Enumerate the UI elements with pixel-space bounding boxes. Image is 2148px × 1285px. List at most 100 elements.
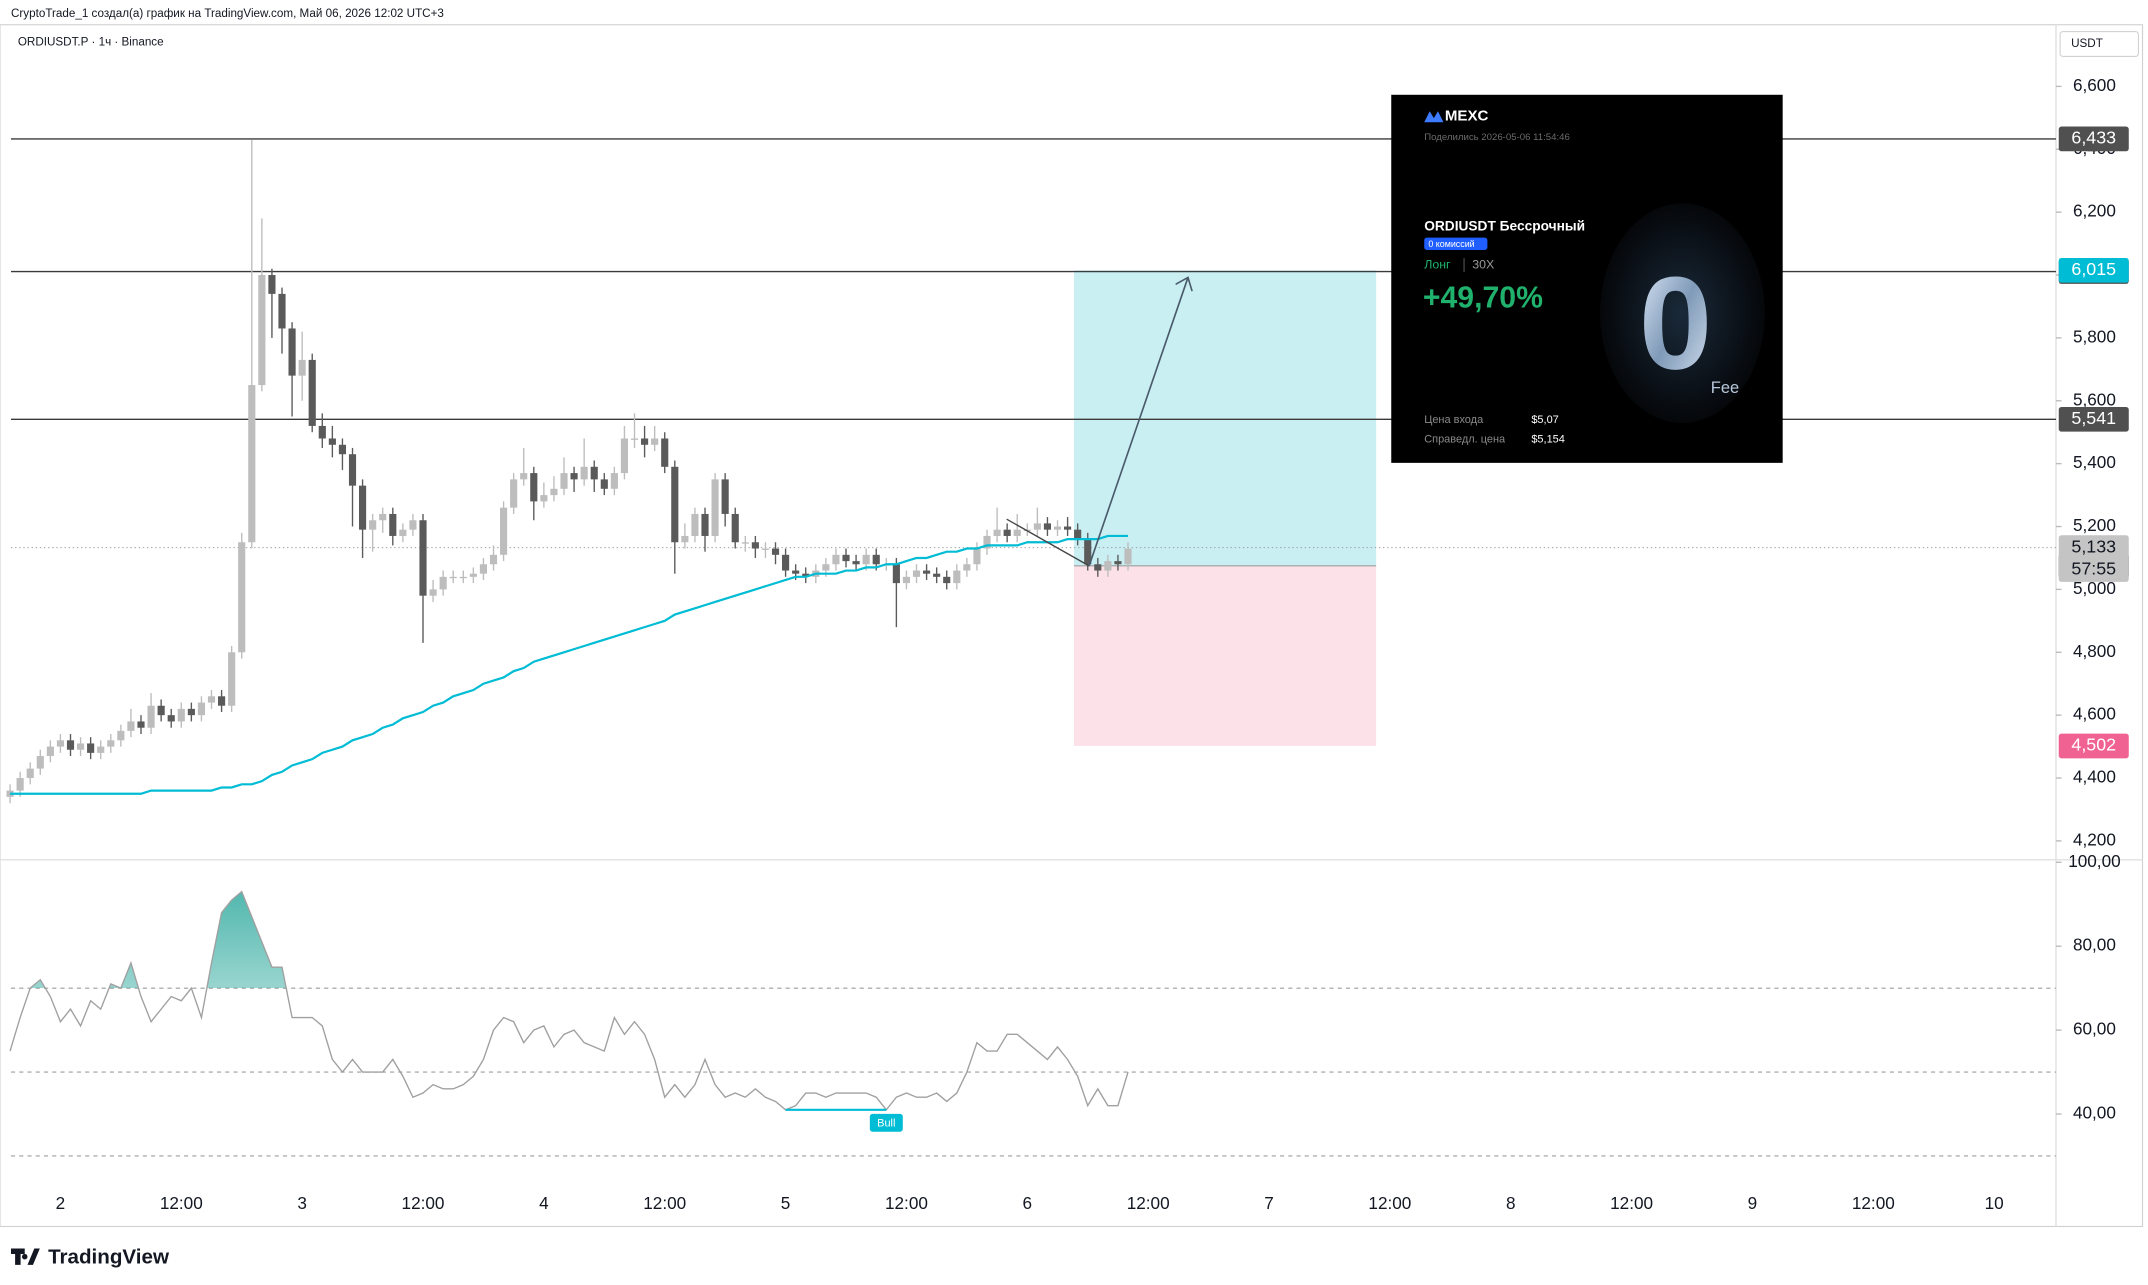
candle-body: [510, 479, 518, 508]
candle-body: [288, 328, 296, 376]
mexc-icon: [1424, 111, 1444, 123]
price-box: [2058, 406, 2129, 432]
candle-body: [600, 479, 608, 489]
logo-word: Fee: [1711, 379, 1739, 397]
candle-body: [610, 473, 618, 489]
candle-body: [77, 743, 85, 750]
candle-body: [761, 548, 770, 550]
candle-body: [449, 576, 457, 579]
candle-body: [741, 542, 749, 544]
candle-body: [318, 425, 326, 439]
candle-body: [701, 513, 709, 536]
candle-body: [459, 576, 467, 579]
candle-body: [641, 438, 649, 445]
candle-body: [892, 564, 900, 584]
candle-body: [923, 570, 931, 574]
trend-sketch: [1006, 518, 1090, 567]
x-tick-label: 12:00: [1610, 1193, 1653, 1213]
price-box: [2058, 257, 2129, 283]
candle-body: [1084, 539, 1092, 565]
x-tick-label: 12:00: [1368, 1193, 1411, 1213]
leverage: 30X: [1472, 257, 1494, 271]
rsi-tick-label: 40,00: [2073, 1103, 2116, 1123]
x-tick-label: 12:00: [402, 1193, 445, 1213]
shared-date: Поделились 2026-05-06 11:54:46: [1424, 132, 1570, 143]
candle-body: [258, 275, 266, 386]
candle-body: [983, 535, 991, 549]
candle-body: [530, 473, 538, 502]
candle-body: [328, 438, 336, 445]
y-tick-label: 6,600: [2073, 75, 2116, 95]
rsi-line: [9, 890, 1129, 1111]
symbol-title: ORDIUSDT.P · 1ч · Binance: [18, 36, 164, 49]
rsi-tick-label: 80,00: [2073, 935, 2116, 955]
price-box: [2058, 733, 2129, 759]
candle-body: [1064, 526, 1072, 530]
candle-body: [6, 790, 14, 797]
rsi-overbought-fill: [30, 891, 287, 989]
tv-icon: [10, 1248, 40, 1265]
candle-body: [630, 438, 639, 440]
bull-label: Bull: [877, 1117, 895, 1129]
candle-body: [1074, 529, 1082, 540]
candle-body: [500, 507, 508, 555]
y-tick-label: 5,800: [2073, 326, 2116, 346]
candle-body: [369, 520, 377, 530]
x-tick-label: 9: [1748, 1193, 1758, 1213]
y-tick-label: 4,800: [2073, 641, 2116, 661]
candle-body: [1094, 564, 1102, 571]
y-tick-label: 4,200: [2073, 829, 2116, 849]
badge: 0 комиссий: [1428, 239, 1474, 249]
candle-body: [379, 513, 387, 521]
candle-body: [540, 495, 548, 502]
candle-body: [479, 564, 488, 574]
x-tick-label: 12:00: [1852, 1193, 1895, 1213]
candle-body: [197, 702, 206, 716]
rsi-tick-label: 100,00: [2068, 851, 2120, 871]
candle-body: [419, 520, 427, 596]
candle-body: [681, 535, 689, 543]
candle-body: [66, 740, 75, 750]
candle-body: [912, 570, 921, 577]
candle-body: [560, 473, 568, 489]
candle-body: [46, 746, 54, 757]
profit-zone: [1074, 270, 1377, 566]
candle-body: [338, 444, 347, 455]
candle-body: [87, 743, 95, 753]
candle-body: [852, 561, 860, 565]
side: Лонг: [1424, 257, 1451, 271]
badge-bg: [1424, 237, 1488, 250]
x-tick-label: 7: [1264, 1193, 1274, 1213]
x-tick-label: 12:00: [1127, 1193, 1170, 1213]
entry-label: Цена входа: [1424, 414, 1484, 426]
countdown: 57:55: [2071, 558, 2116, 578]
x-tick-label: 12:00: [643, 1193, 686, 1213]
share-card: MEXC Поделились 2026-05-06 11:54:46 ORDI…: [1391, 94, 1783, 463]
unit-box: [2059, 31, 2139, 57]
candle-body: [16, 778, 24, 791]
candle-body: [167, 715, 175, 722]
candle-body: [651, 438, 659, 445]
candle-body: [298, 359, 306, 376]
x-tick-label: 12:00: [885, 1193, 928, 1213]
price-box-label: 6,433: [2071, 128, 2116, 148]
candle-body: [359, 485, 367, 530]
candle-body: [1104, 561, 1112, 571]
author-line: CryptoTrade_1 создал(а) график на Tradin…: [11, 7, 444, 20]
ma-line: [10, 534, 1129, 795]
candle-body: [731, 513, 739, 543]
candle-body: [802, 573, 810, 577]
y-tick-label: 5,000: [2073, 578, 2116, 598]
candle-body: [822, 564, 830, 571]
x-tick-label: 10: [1985, 1193, 2004, 1213]
candle-body: [97, 746, 105, 753]
candle-body: [187, 708, 195, 716]
candle-body: [671, 466, 679, 543]
x-tick-label: 5: [781, 1193, 791, 1213]
frame: [0, 24, 2144, 1228]
candle-body: [36, 756, 44, 769]
price-box-label: 4,502: [2071, 735, 2116, 755]
y-tick-label: 4,600: [2073, 704, 2116, 724]
candle-body: [872, 554, 880, 565]
candle-body: [409, 520, 417, 530]
